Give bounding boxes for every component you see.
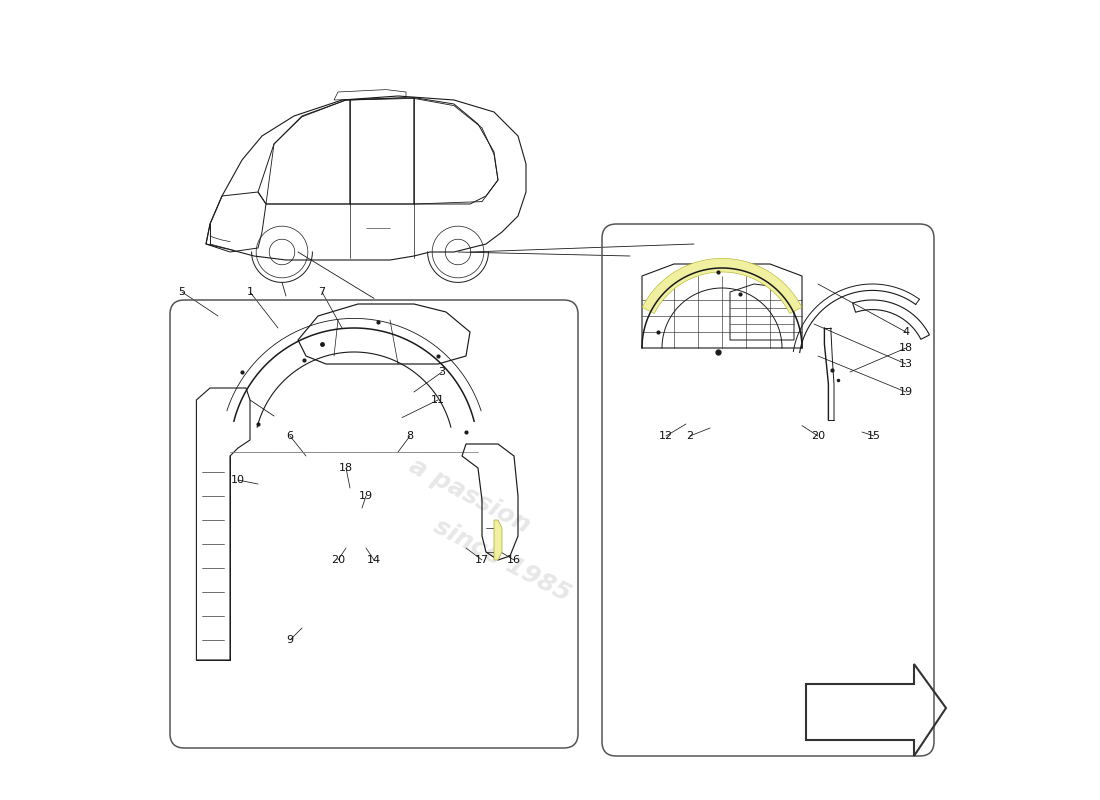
Text: 6: 6 [286, 431, 294, 441]
Text: 15: 15 [867, 431, 881, 441]
Text: 4: 4 [902, 327, 910, 337]
Text: 20: 20 [331, 555, 345, 565]
Text: 2: 2 [686, 431, 694, 441]
Text: 10: 10 [231, 475, 245, 485]
Text: 11: 11 [431, 395, 446, 405]
Text: since 1985: since 1985 [429, 514, 574, 606]
Text: 19: 19 [899, 387, 913, 397]
Text: 18: 18 [339, 463, 353, 473]
Text: 18: 18 [899, 343, 913, 353]
Polygon shape [494, 520, 502, 560]
Text: 5: 5 [178, 287, 186, 297]
Text: 3: 3 [439, 367, 446, 377]
Text: 12: 12 [659, 431, 673, 441]
Text: 16: 16 [507, 555, 521, 565]
Text: 17: 17 [475, 555, 490, 565]
Text: 14: 14 [367, 555, 381, 565]
Text: 1: 1 [246, 287, 253, 297]
Polygon shape [642, 258, 802, 314]
Text: a passion: a passion [406, 454, 535, 538]
Text: 8: 8 [406, 431, 414, 441]
Text: 19: 19 [359, 491, 373, 501]
Text: 20: 20 [811, 431, 825, 441]
Text: 13: 13 [899, 359, 913, 369]
Text: 9: 9 [286, 635, 294, 645]
Text: 7: 7 [318, 287, 326, 297]
